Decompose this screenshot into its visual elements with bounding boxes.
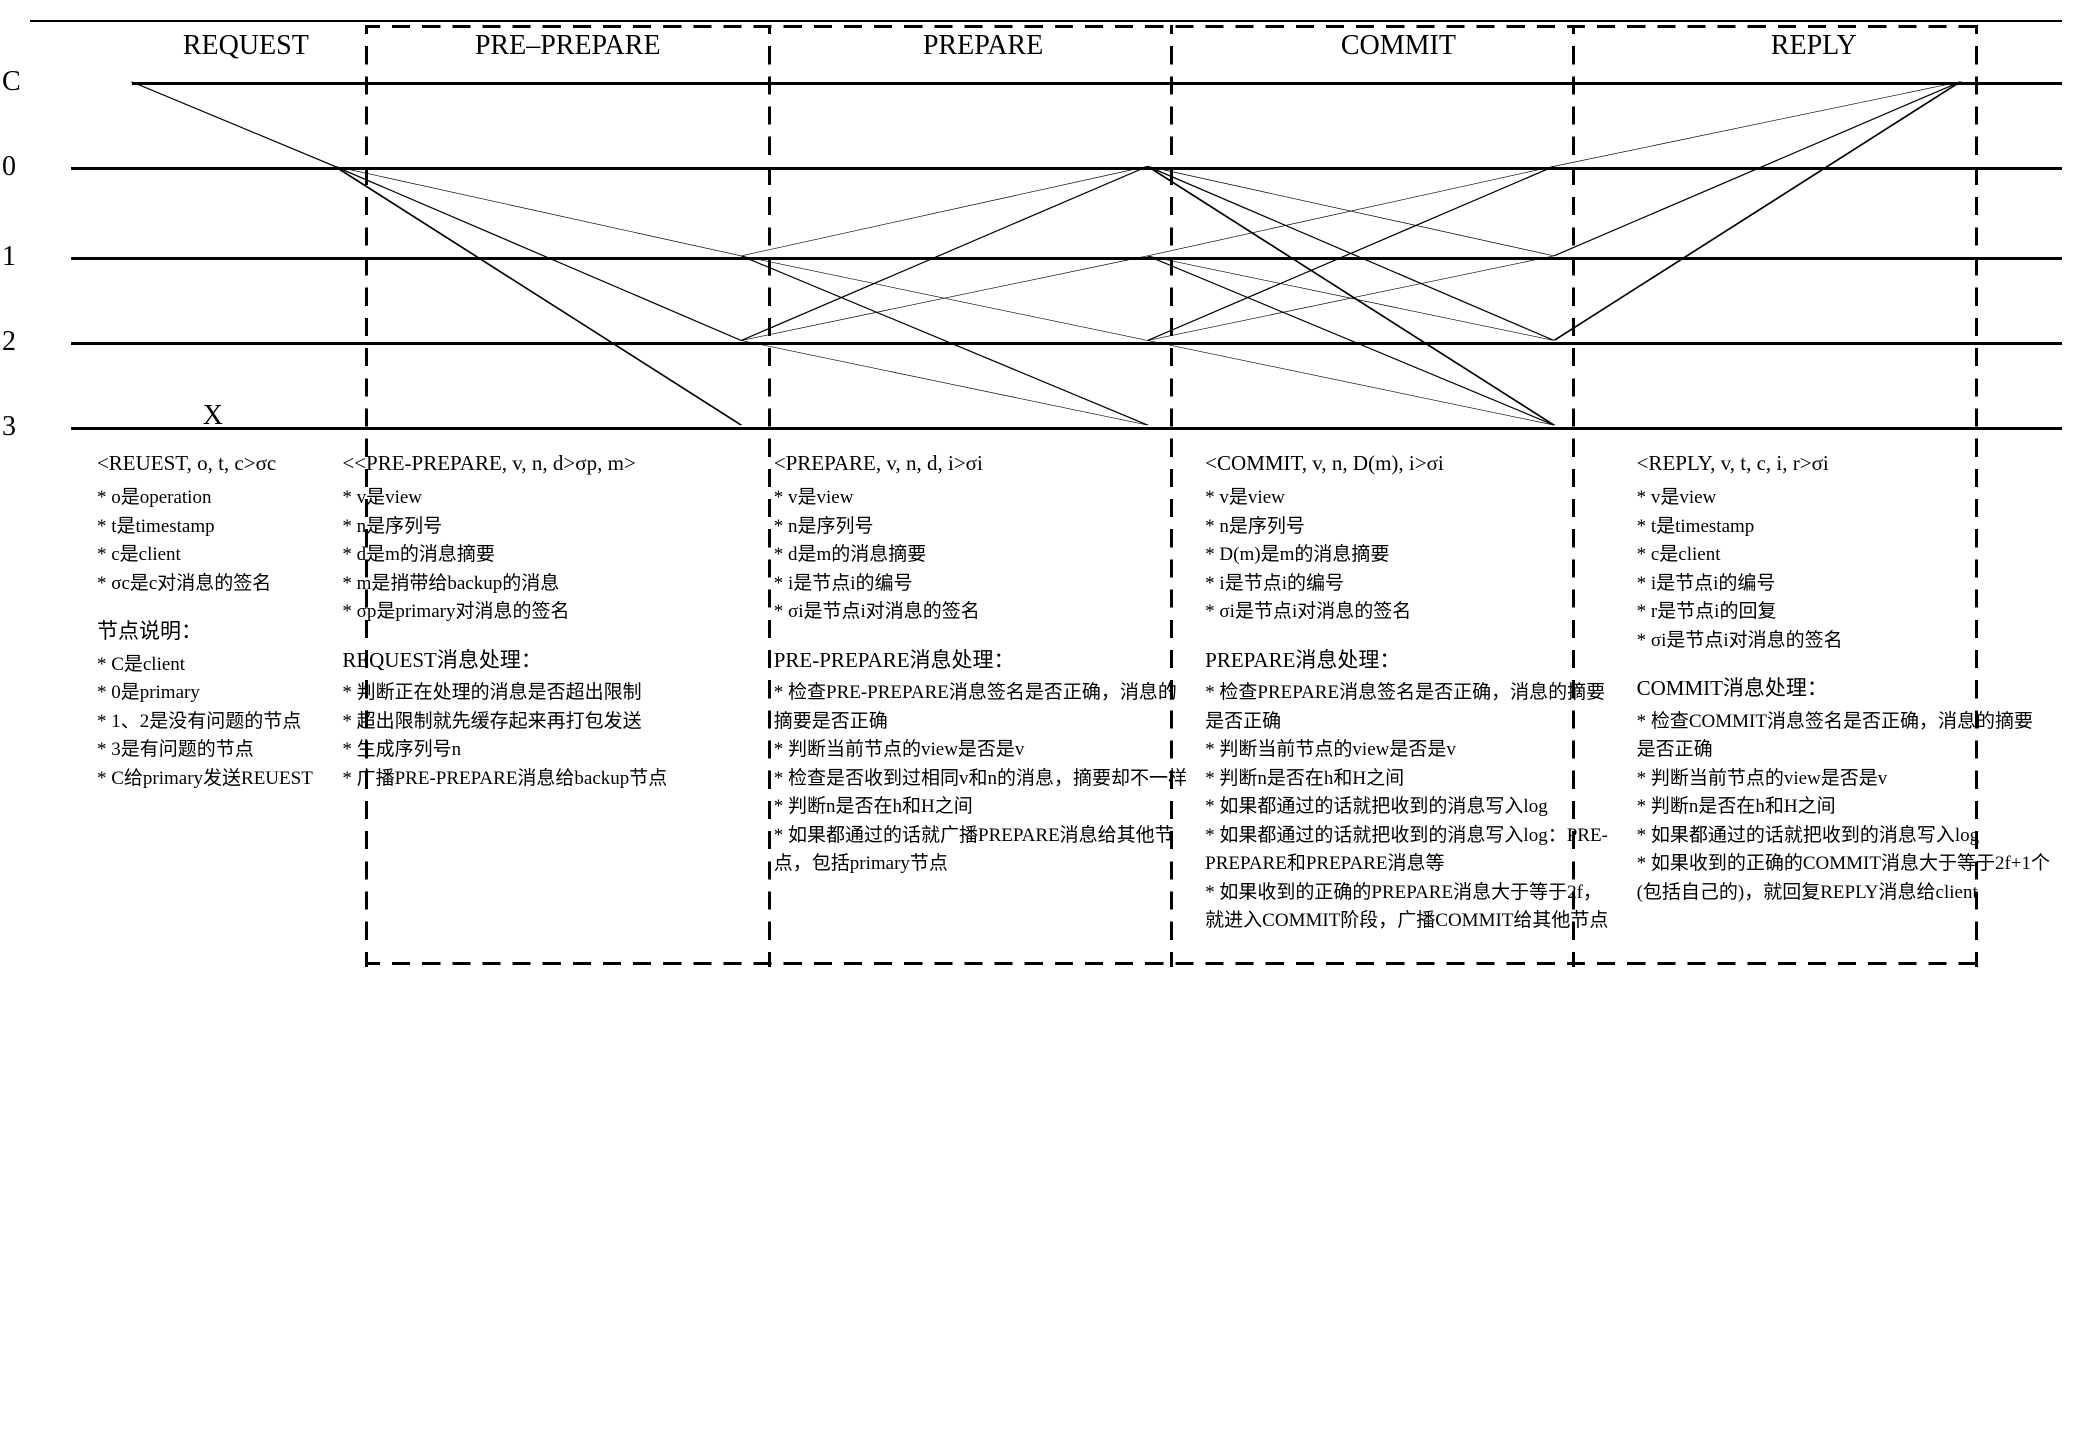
note-line: * t是timestamp	[1637, 513, 2050, 542]
sequence-diagram: REQUEST PRE–PREPARE PREPARE COMMIT REPLY…	[30, 20, 2062, 440]
note-line: * 判断当前节点的view是否是v	[774, 736, 1187, 765]
notes-row: <REUEST, o, t, c>σc * o是operation* t是tim…	[30, 440, 2062, 962]
note-line: * 如果都通过的话就把收到的消息写入log	[1637, 822, 2050, 851]
note-line: * σi是节点i对消息的签名	[1637, 627, 2050, 656]
dash-divider-1	[365, 25, 368, 967]
note-line: * 如果都通过的话就广播PREPARE消息给其他节点，包括primary节点	[774, 822, 1187, 879]
node-explain-title: 节点说明：	[97, 616, 324, 646]
note-line: * c是client	[97, 541, 324, 570]
note-line: * 生成序列号n	[342, 736, 755, 765]
note-line: * C给primary发送REUEST	[97, 765, 324, 794]
lane-label-3: 3	[2, 411, 16, 443]
note-line: * 判断n是否在h和H之间	[1637, 793, 2050, 822]
note-line: * d是m的消息摘要	[342, 541, 755, 570]
note-line: * D(m)是m的消息摘要	[1205, 541, 1618, 570]
note-line: * c是client	[1637, 541, 2050, 570]
dash-divider-3	[1170, 25, 1173, 967]
note-line: * 如果都通过的话就把收到的消息写入log	[1205, 793, 1618, 822]
note-line: * i是节点i的编号	[1205, 570, 1618, 599]
note-line: * σi是节点i对消息的签名	[774, 598, 1187, 627]
preprepare-msg-lines: * v是view* n是序列号* d是m的消息摘要* m是捎带给backup的消…	[342, 484, 755, 627]
commit-msg-format: <COMMIT, v, n, D(m), i>σi	[1205, 448, 1618, 478]
commit-msg-lines: * v是view* n是序列号* D(m)是m的消息摘要* i是节点i的编号* …	[1205, 484, 1618, 627]
pbft-diagram-wrapper: REQUEST PRE–PREPARE PREPARE COMMIT REPLY…	[30, 20, 2062, 962]
request-handling-lines: * 判断正在处理的消息是否超出限制* 超出限制就先缓存起来再打包发送* 生成序列…	[342, 679, 755, 793]
note-line: * 3是有问题的节点	[97, 736, 324, 765]
notes-col-request: <REUEST, o, t, c>σc * o是operation* t是tim…	[91, 440, 336, 962]
preprepare-handling-lines: * 检查PRE-PREPARE消息签名是否正确，消息的摘要是否正确* 判断当前节…	[774, 679, 1187, 879]
commit-handling-lines: * 检查COMMIT消息签名是否正确，消息的摘要是否正确* 判断当前节点的vie…	[1637, 708, 2050, 908]
commit-handling-title: COMMIT消息处理：	[1637, 673, 2050, 703]
note-line: * C是client	[97, 651, 324, 680]
dash-divider-2	[768, 25, 771, 967]
container: REQUEST PRE–PREPARE PREPARE COMMIT REPLY…	[30, 20, 2062, 962]
note-line: * 广播PRE-PREPARE消息给backup节点	[342, 765, 755, 794]
request-handling-title: REQUEST消息处理：	[342, 645, 755, 675]
prepare-handling-title: PREPARE消息处理：	[1205, 645, 1618, 675]
note-line: * r是节点i的回复	[1637, 598, 2050, 627]
note-line: * 判断当前节点的view是否是v	[1205, 736, 1618, 765]
note-line: * 检查是否收到过相同v和n的消息，摘要却不一样	[774, 765, 1187, 794]
note-line: * 判断n是否在h和H之间	[774, 793, 1187, 822]
request-msg-lines: * o是operation* t是timestamp* c是client* σc…	[97, 484, 324, 598]
note-line: * n是序列号	[774, 513, 1187, 542]
note-line: * 检查PREPARE消息签名是否正确，消息的摘要是否正确	[1205, 679, 1618, 736]
prepare-handling-lines: * 检查PREPARE消息签名是否正确，消息的摘要是否正确* 判断当前节点的vi…	[1205, 679, 1618, 936]
notes-col-preprepare: <<PRE-PREPARE, v, n, d>σp, m> * v是view* …	[336, 440, 767, 962]
lane-label-0: 0	[2, 151, 16, 183]
note-line: * d是m的消息摘要	[774, 541, 1187, 570]
note-line: * v是view	[1637, 484, 2050, 513]
note-line: * 如果收到的正确的PREPARE消息大于等于2f，就进入COMMIT阶段，广播…	[1205, 879, 1618, 936]
reply-msg-lines: * v是view* t是timestamp* c是client* i是节点i的编…	[1637, 484, 2050, 655]
lane-label-c: C	[2, 66, 21, 98]
notes-col-prepare: <PREPARE, v, n, d, i>σi * v是view* n是序列号*…	[768, 440, 1199, 962]
node-explain-lines: * C是client* 0是primary* 1、2是没有问题的节点* 3是有问…	[97, 651, 324, 794]
note-line: * σi是节点i对消息的签名	[1205, 598, 1618, 627]
note-line: * σp是primary对消息的签名	[342, 598, 755, 627]
note-line: * n是序列号	[1205, 513, 1618, 542]
note-line: * v是view	[342, 484, 755, 513]
note-line: * v是view	[1205, 484, 1618, 513]
dash-divider-5	[1975, 25, 1978, 967]
note-line: * 检查COMMIT消息签名是否正确，消息的摘要是否正确	[1637, 708, 2050, 765]
note-line: * i是节点i的编号	[774, 570, 1187, 599]
note-line: * t是timestamp	[97, 513, 324, 542]
arrows-svg	[30, 22, 2062, 440]
dash-top	[365, 25, 1974, 28]
dash-bottom	[365, 962, 1974, 965]
prepare-msg-lines: * v是view* n是序列号* d是m的消息摘要* i是节点i的编号* σi是…	[774, 484, 1187, 627]
preprepare-msg-format: <<PRE-PREPARE, v, n, d>σp, m>	[342, 448, 755, 478]
note-line: * m是捎带给backup的消息	[342, 570, 755, 599]
notes-col-commit: <COMMIT, v, n, D(m), i>σi * v是view* n是序列…	[1199, 440, 1630, 962]
lane-label-2: 2	[2, 326, 16, 358]
note-line: * 判断正在处理的消息是否超出限制	[342, 679, 755, 708]
note-line: * 1、2是没有问题的节点	[97, 708, 324, 737]
note-line: * 如果都通过的话就把收到的消息写入log：PRE-PREPARE和PREPAR…	[1205, 822, 1618, 879]
note-line: * v是view	[774, 484, 1187, 513]
note-line: * 判断n是否在h和H之间	[1205, 765, 1618, 794]
note-line: * 0是primary	[97, 679, 324, 708]
note-line: * 超出限制就先缓存起来再打包发送	[342, 708, 755, 737]
reply-msg-format: <REPLY, v, t, c, i, r>σi	[1637, 448, 2050, 478]
note-line: * 检查PRE-PREPARE消息签名是否正确，消息的摘要是否正确	[774, 679, 1187, 736]
note-line: * i是节点i的编号	[1637, 570, 2050, 599]
dash-divider-4	[1572, 25, 1575, 967]
note-line: * σc是c对消息的签名	[97, 570, 324, 599]
notes-col-reply: <REPLY, v, t, c, i, r>σi * v是view* t是tim…	[1631, 440, 2062, 962]
note-line: * o是operation	[97, 484, 324, 513]
request-msg-format: <REUEST, o, t, c>σc	[97, 448, 324, 478]
note-line: * 判断当前节点的view是否是v	[1637, 765, 2050, 794]
note-line: * 如果收到的正确的COMMIT消息大于等于2f+1个(包括自己的)，就回复RE…	[1637, 850, 2050, 907]
lane-label-1: 1	[2, 241, 16, 273]
note-line: * n是序列号	[342, 513, 755, 542]
prepare-msg-format: <PREPARE, v, n, d, i>σi	[774, 448, 1187, 478]
preprepare-handling-title: PRE-PREPARE消息处理：	[774, 645, 1187, 675]
